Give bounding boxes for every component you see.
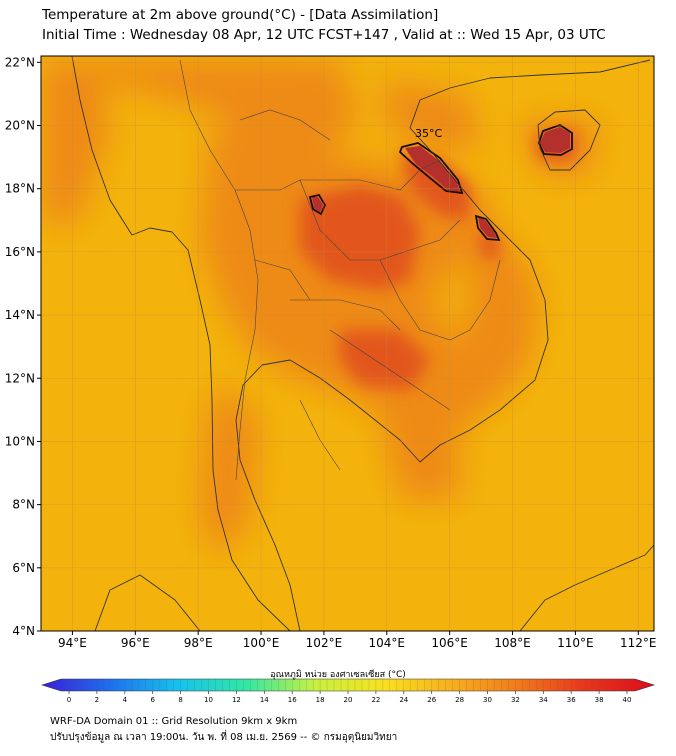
- x-tick-label: 108°E: [494, 636, 531, 650]
- y-tick-label: 12°N: [5, 371, 35, 385]
- x-tick-label: 100°E: [243, 636, 280, 650]
- map-subtitle: Initial Time : Wednesday 08 Apr, 12 UTC …: [42, 27, 606, 43]
- y-tick-label: 16°N: [5, 245, 35, 259]
- colorbar-tick-label: 18: [316, 696, 325, 704]
- colorbar-tick-label: 24: [399, 696, 408, 704]
- map-title: Temperature at 2m above ground(°C) - [Da…: [42, 7, 439, 23]
- colorbar-tick-label: 2: [95, 696, 99, 704]
- y-tick-label: 14°N: [5, 308, 35, 322]
- map-frame: [40, 55, 655, 632]
- y-tick-label: 10°N: [5, 434, 35, 448]
- colorbar-tick-label: 14: [260, 696, 269, 704]
- contour-label: 35°C: [415, 127, 442, 140]
- colorbar-tick-label: 22: [371, 696, 380, 704]
- country-borders: [179, 59, 501, 481]
- colorbar-tick-label: 4: [123, 696, 128, 704]
- x-tick-label: 106°E: [431, 636, 468, 650]
- y-tick-label: 8°N: [12, 498, 35, 512]
- colorbar-tick-label: 12: [232, 696, 241, 704]
- colorbar-tick-label: 10: [204, 696, 213, 704]
- colorbar-tick-label: 8: [178, 696, 182, 704]
- colorbar-tick-label: 40: [623, 696, 632, 704]
- colorbar-title: อุณหภูมิ หน่วย องศาเซลเซียส (°C): [270, 670, 406, 680]
- longitude-axis: 94°E 96°E 98°E 100°E 102°E 104°E 106°E 108°E 110…: [58, 631, 657, 650]
- x-tick-label: 98°E: [184, 636, 213, 650]
- colorbar: 0 2 4 6 8 10 12 14 16 18 20 22 24 26 28 30 32 34 36 38 40: [41, 678, 655, 704]
- colorbar-tick-label: 20: [344, 696, 353, 704]
- hot-spot-central-vietnam: [478, 217, 497, 238]
- footer-update-info: ปรับปรุงข้อมูล ณ เวลา 19:00น. วัน พ. ที่…: [50, 732, 398, 743]
- y-tick-label: 18°N: [5, 182, 35, 196]
- temperature-field: [41, 56, 654, 631]
- x-tick-label: 112°E: [620, 636, 657, 650]
- colorbar-tick-label: 36: [567, 696, 576, 704]
- y-tick-label: 6°N: [12, 561, 35, 575]
- x-tick-label: 96°E: [121, 636, 150, 650]
- x-tick-label: 94°E: [58, 636, 87, 650]
- x-tick-label: 102°E: [306, 636, 343, 650]
- hot-spot-north-central-vietnam: [405, 146, 460, 192]
- y-tick-label: 20°N: [5, 119, 35, 133]
- hot-spot-hainan: [540, 127, 570, 153]
- footer-model-info: WRF-DA Domain 01 :: Grid Resolution 9km …: [50, 716, 298, 727]
- colorbar-tick-label: 0: [67, 696, 71, 704]
- colorbar-tick-label: 38: [595, 696, 604, 704]
- colorbar-ticks: 0 2 4 6 8 10 12 14 16 18 20 22 24 26 28 30 32 34 36 38 40: [67, 679, 632, 704]
- colorbar-tick-label: 16: [288, 696, 297, 704]
- x-tick-label: 104°E: [369, 636, 406, 650]
- colorbar-tick-label: 6: [150, 696, 155, 704]
- colorbar-tick-label: 34: [539, 696, 548, 704]
- colorbar-tick-label: 30: [483, 696, 492, 704]
- latitude-axis: 4°N 6°N 8°N 10°N 12°N 14°N 16°N 18°N 20°N 22°N: [5, 55, 41, 638]
- y-tick-label: 22°N: [5, 55, 35, 69]
- y-tick-label: 4°N: [12, 624, 35, 638]
- colorbar-tick-label: 28: [455, 696, 464, 704]
- graticule: [41, 56, 654, 631]
- colorbar-tick-label: 32: [511, 696, 520, 704]
- x-tick-label: 110°E: [557, 636, 594, 650]
- hot-spot-laos: [312, 197, 323, 212]
- colorbar-tick-label: 26: [427, 696, 436, 704]
- coastlines: [71, 56, 654, 631]
